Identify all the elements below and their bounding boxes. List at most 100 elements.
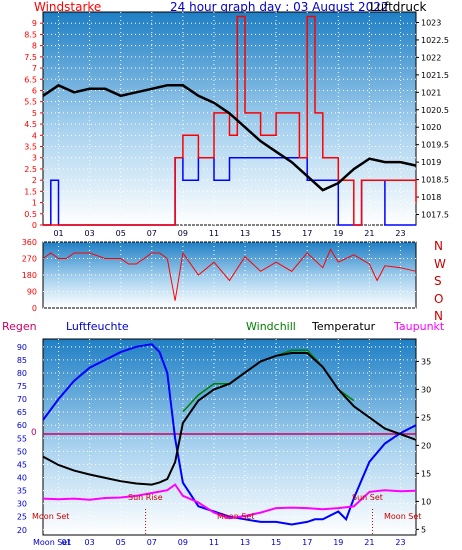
hour-tick-label: 17 — [302, 538, 312, 547]
hour-tick-label: 15 — [271, 538, 281, 547]
dewpoint-series — [42, 483, 417, 520]
rain-zero-label: 0 — [31, 428, 37, 438]
compass-letter: S — [434, 274, 442, 288]
wind-pressure-chart: 0 0.5 1 1.5 2 2.5 3 3.5 4 4.5 5 5.5 6 6.5 7 7.5 8 8.5 9 101… — [24, 11, 449, 238]
wind-speed-tick-label: 3.5 — [24, 143, 37, 152]
humidity-tick-label: 35 — [17, 487, 27, 496]
hour-tick-label: 11 — [209, 229, 219, 238]
hour-tick-label: 07 — [147, 538, 157, 547]
humidity-temperature-chart: 20 25 30 35 40 45 50 55 60 65 70 75 80 85 90 5 10 15 20 25 3… — [17, 338, 431, 547]
temperature-tick-label: 20 — [421, 441, 431, 450]
windchill-legend: Windchill — [246, 320, 296, 333]
wind-speed-tick-label: 6 — [32, 86, 37, 95]
humidity-tick-label: 75 — [17, 382, 27, 391]
wind-speed-tick-label: 7 — [32, 64, 37, 73]
chart-title: 24 hour graph day : 03 August 2022 — [170, 0, 389, 14]
pressure-tick-label: 1019 — [421, 158, 441, 167]
humidity-tick-label: 85 — [17, 356, 27, 365]
humidity-tick-label: 55 — [17, 434, 27, 443]
hour-tick-label: 11 — [209, 538, 219, 547]
hour-tick-label: 15 — [271, 229, 281, 238]
hour-tick-label: 17 — [302, 229, 312, 238]
hour-tick-label: 13 — [240, 229, 250, 238]
humidity-tick-label: 50 — [17, 447, 27, 456]
hour-tick-label: 13 — [240, 538, 250, 547]
pressure-tick-label: 1022 — [421, 53, 441, 62]
humidity-tick-label: 40 — [17, 474, 27, 483]
hour-tick-label: 23 — [395, 229, 405, 238]
wind-speed-tick-label: 8.5 — [24, 30, 37, 39]
wind-series — [43, 15, 417, 226]
temperature-tick-label: 10 — [421, 497, 431, 506]
temperature-tick-label: 35 — [421, 357, 431, 366]
pressure-tick-label: 1022.5 — [421, 36, 449, 45]
wind-speed-tick-label: 7.5 — [24, 53, 37, 62]
wind-speed-tick-label: 9 — [32, 19, 37, 28]
hour-tick-label: 07 — [147, 229, 157, 238]
wind-direction-chart: 0 90 180 270 360 — [22, 238, 417, 313]
moon-set-right-label: Moon Set — [384, 512, 422, 521]
humidity-tick-label: 60 — [17, 421, 27, 430]
wind-speed-tick-label: 0 — [32, 221, 37, 230]
humidity-tick-label: 25 — [17, 513, 27, 522]
sun-rise-label: Sun Rise — [128, 493, 163, 502]
humidity-series — [42, 343, 417, 526]
pressure-tick-label: 1017.5 — [421, 211, 449, 220]
direction-tick-label: 270 — [22, 255, 37, 264]
pressure-series — [42, 83, 417, 192]
dewpoint-legend: Taupunkt — [394, 320, 445, 333]
compass-letter: O — [434, 291, 444, 306]
humidity-tick-label: 45 — [17, 460, 27, 469]
pressure-label: Luftdruck — [370, 0, 427, 14]
direction-tick-label: 360 — [22, 238, 37, 247]
pressure-tick-label: 1018 — [421, 193, 441, 202]
pressure-tick-label: 1023 — [421, 18, 441, 27]
moon-set-bottom-left-label: Moon Set — [33, 538, 71, 547]
humidity-tick-label: 90 — [17, 343, 27, 352]
hour-tick-label: 03 — [85, 538, 95, 547]
compass-letter: N — [434, 309, 443, 323]
humidity-tick-label: 20 — [17, 526, 27, 535]
pressure-tick-label: 1018.5 — [421, 176, 449, 185]
temperature-tick-label: 30 — [421, 385, 431, 394]
wind-speed-tick-label: 1 — [32, 199, 37, 208]
pressure-tick-label: 1021 — [421, 88, 441, 97]
pressure-tick-label: 1021.5 — [421, 71, 449, 80]
direction-tick-label: 0 — [32, 304, 37, 313]
temperature-tick-label: 15 — [421, 469, 431, 478]
temperature-tick-label: 25 — [421, 413, 431, 422]
direction-tick-label: 90 — [27, 288, 37, 297]
wind-speed-tick-label: 0.5 — [24, 210, 37, 219]
hour-tick-label: 23 — [395, 538, 405, 547]
temperature-tick-label: 5 — [421, 525, 426, 534]
temperature-series — [42, 352, 417, 486]
wind-speed-tick-label: 6.5 — [24, 75, 37, 84]
pressure-tick-label: 1020.5 — [421, 106, 449, 115]
wind-speed-tick-label: 8 — [32, 42, 37, 51]
wind-speed-tick-label: 1.5 — [24, 187, 37, 196]
humidity-tick-label: 80 — [17, 369, 27, 378]
compass-letter: N — [434, 239, 443, 253]
compass-letter: W — [434, 256, 446, 271]
wind-speed-tick-label: 5.5 — [24, 98, 37, 107]
hour-tick-label: 01 — [61, 538, 71, 547]
wind-speed-tick-label: 2.5 — [24, 165, 37, 174]
direction-tick-label: 180 — [22, 271, 37, 280]
hour-tick-label: 03 — [85, 229, 95, 238]
moon-set-left-label: Moon Set — [32, 512, 70, 521]
hour-tick-label: 19 — [333, 538, 343, 547]
hour-tick-label: 21 — [364, 538, 374, 547]
wind-speed-tick-label: 4 — [32, 131, 37, 140]
wind-speed-tick-label: 5 — [32, 109, 37, 118]
hour-tick-label: 21 — [364, 229, 374, 238]
hour-tick-label: 05 — [116, 538, 126, 547]
wind-speed-label: Windstarke — [34, 0, 102, 14]
sun-set-label: Sun Set — [352, 493, 383, 502]
pressure-tick-label: 1020 — [421, 123, 441, 132]
moon-set-mid-label: Moon Set — [217, 512, 255, 521]
hour-tick-label: 09 — [178, 538, 188, 547]
hour-tick-label: 09 — [178, 229, 188, 238]
wind-direction-series — [42, 248, 417, 301]
hour-tick-label: 01 — [53, 229, 63, 238]
